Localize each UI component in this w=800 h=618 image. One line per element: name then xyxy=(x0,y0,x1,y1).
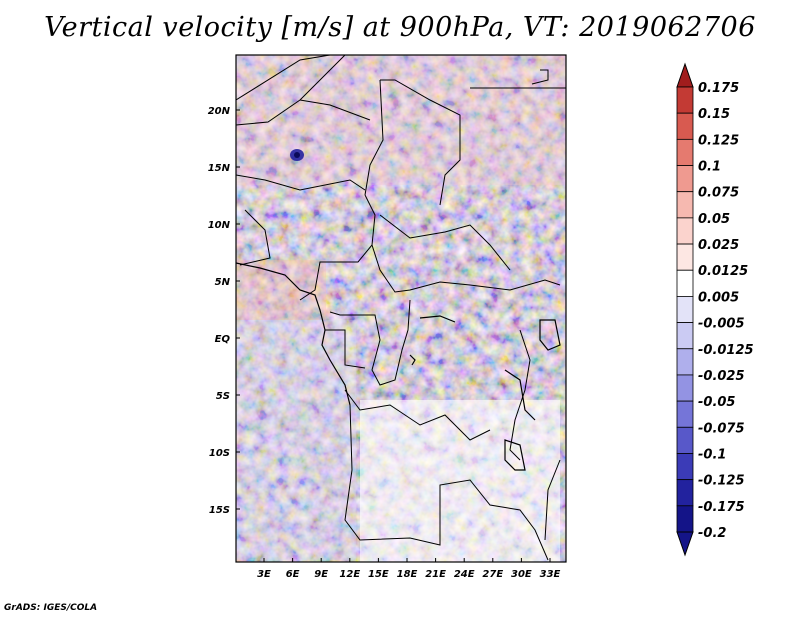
colorbar-bottom-arrow xyxy=(676,531,694,557)
colorbar-bin xyxy=(676,296,694,323)
colorbar-label: 0.0125 xyxy=(698,264,748,279)
colorbar-label: -0.025 xyxy=(698,369,745,384)
colorbar-bin xyxy=(676,217,694,245)
colorbar-bin xyxy=(676,165,694,193)
colorbar-bin xyxy=(676,426,694,454)
colorbar-label: 0.05 xyxy=(698,212,730,227)
lon-tick-label: 30E xyxy=(511,569,532,580)
lat-tick-label: EQ xyxy=(215,334,231,345)
colorbar-bin xyxy=(676,453,694,481)
colorbar-label: 0.125 xyxy=(698,133,739,148)
colorbar-label: -0.075 xyxy=(698,421,745,436)
colorbar-bin xyxy=(676,505,694,533)
colorbar-label: 0.075 xyxy=(698,186,739,201)
lon-tick-label: 15E xyxy=(368,569,389,580)
lon-tick-label: 18E xyxy=(397,569,418,580)
lat-tick-label: 10N xyxy=(208,220,231,231)
lon-tick-label: 33E xyxy=(540,569,561,580)
lat-tick-label: 5N xyxy=(215,277,231,288)
country-borders xyxy=(236,55,566,561)
lat-tick-label: 10S xyxy=(209,448,230,459)
lat-tick-label: 20N xyxy=(208,106,231,117)
colorbar-label: 0.005 xyxy=(698,290,739,305)
colorbar-top-arrow xyxy=(676,62,694,88)
colorbar-label: 0.175 xyxy=(698,81,739,96)
colorbar-bin xyxy=(676,269,694,297)
colorbar-bin xyxy=(676,374,694,402)
colorbar-bin xyxy=(676,322,694,350)
map-frame xyxy=(235,54,567,563)
colorbar: 0.175 0.15 0.125 0.1 0.075 0.05 0.025 0.0125 0.0… xyxy=(676,62,754,557)
colorbar-label: 0.025 xyxy=(698,238,739,253)
lon-tick-label: 3E xyxy=(257,569,271,580)
colorbar-bin xyxy=(676,479,694,507)
colorbar-label: 0.1 xyxy=(698,160,721,175)
lat-tick-label: 15N xyxy=(208,163,231,174)
colorbar-label: -0.0125 xyxy=(698,343,754,358)
colorbar-label: -0.05 xyxy=(698,395,735,410)
lon-tick-label: 27E xyxy=(482,569,503,580)
colorbar-label: -0.125 xyxy=(698,474,745,489)
colorbar-bin xyxy=(676,243,694,271)
colorbar-label: -0.1 xyxy=(698,447,726,462)
lon-tick-label: 12E xyxy=(339,569,360,580)
colorbar-bin xyxy=(676,400,694,428)
lon-tick-label: 9E xyxy=(314,569,328,580)
longitude-axis: 3E 6E 9E 12E 15E 18E 21E 24E 27E 30E 33E xyxy=(257,558,561,580)
colorbar-bin xyxy=(676,191,694,219)
map-panel xyxy=(235,54,567,563)
latitude-axis: 20N 15N 10N 5N EQ 5S 10S 15S xyxy=(208,106,240,516)
lat-tick-label: 5S xyxy=(216,391,230,402)
lon-tick-label: 24E xyxy=(454,569,475,580)
colorbar-bin xyxy=(676,86,694,114)
coastline xyxy=(236,262,561,471)
colorbar-bin xyxy=(676,138,694,166)
colorbar-label: -0.005 xyxy=(698,317,745,332)
footer-credit: GrADS: IGES/COLA xyxy=(4,603,98,613)
lon-tick-label: 6E xyxy=(286,569,300,580)
colorbar-bin xyxy=(676,112,694,140)
colorbar-bin xyxy=(676,348,694,376)
map-title: Vertical velocity [m/s] at 900hPa, VT: 2… xyxy=(44,12,756,43)
colorbar-label: -0.175 xyxy=(698,500,745,515)
field-tint-regions xyxy=(236,55,566,562)
lon-tick-label: 21E xyxy=(425,569,446,580)
colorbar-label: 0.15 xyxy=(698,107,730,122)
lat-tick-label: 15S xyxy=(209,505,230,516)
colorbar-label: -0.2 xyxy=(698,526,726,541)
